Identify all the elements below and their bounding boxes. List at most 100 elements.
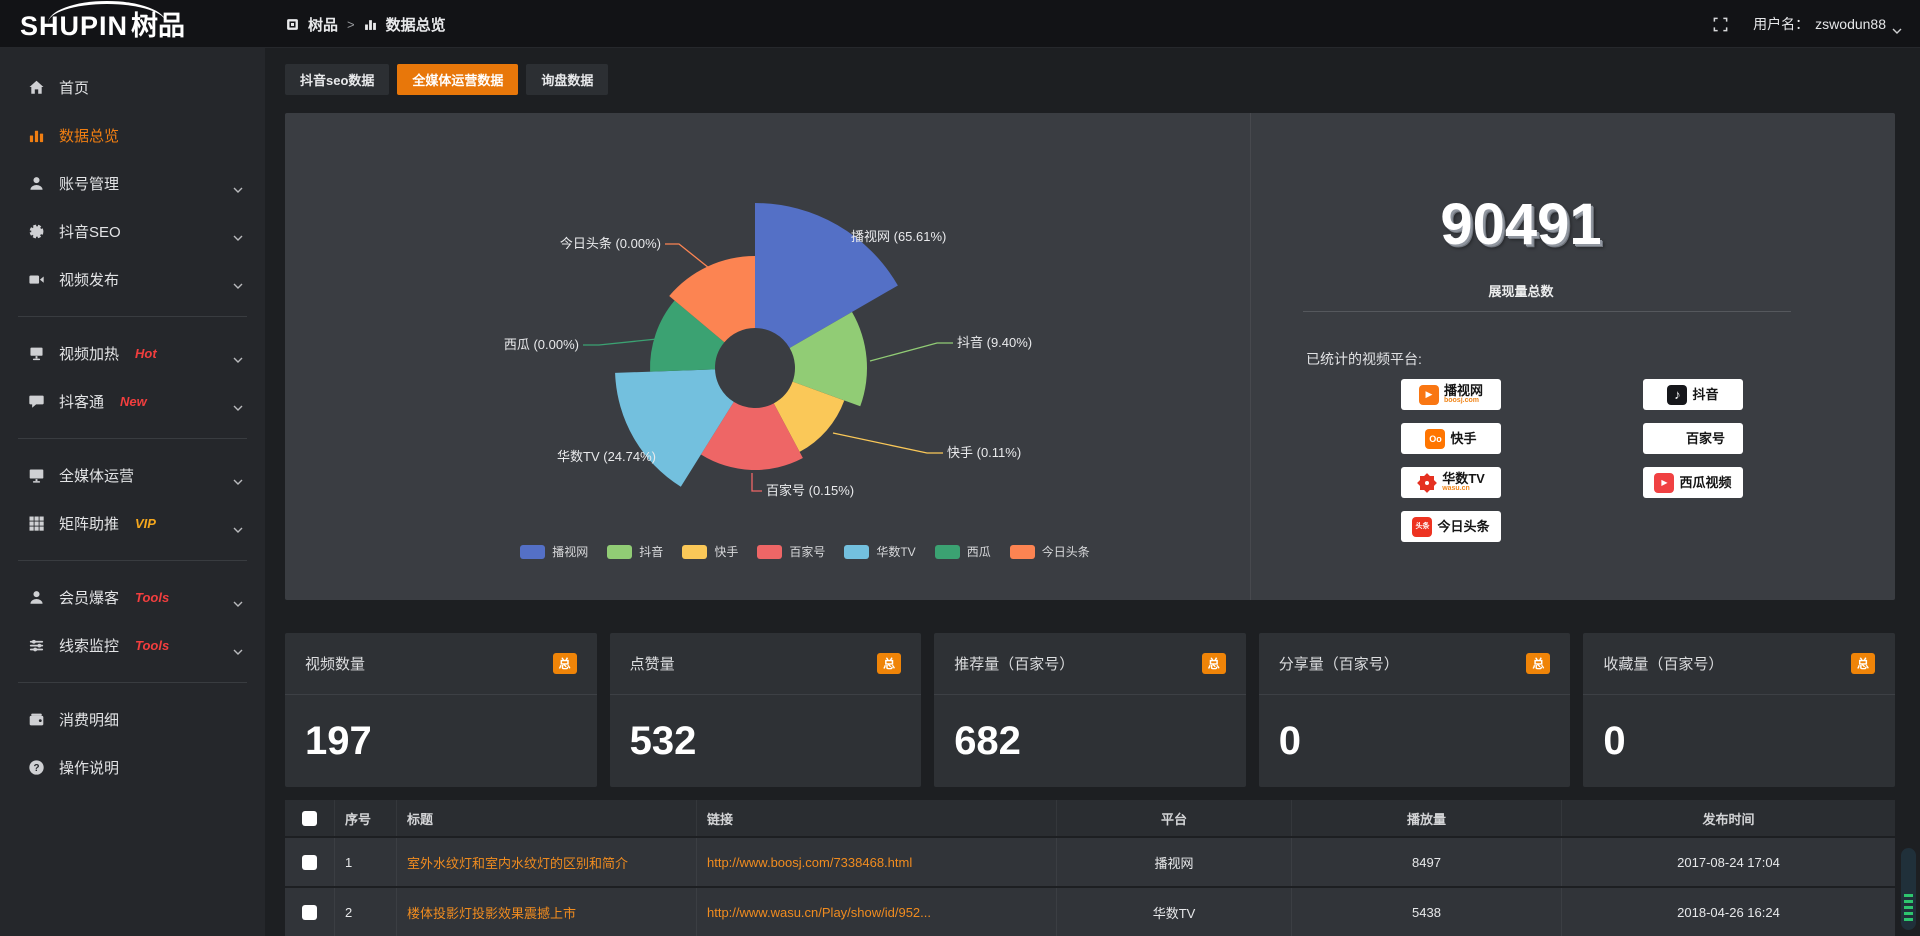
home-icon — [28, 78, 46, 96]
stat-card-视频数量: 视频数量 总 197 — [285, 633, 597, 787]
row-time: 2017-08-24 17:04 — [1677, 854, 1780, 870]
floating-widget[interactable] — [1901, 848, 1916, 930]
videos-table: 序号 标题 链接 平台 播放量 发布时间 1 室外水纹灯和室内水纹灯的区别和简介 http://… — [285, 800, 1895, 936]
xigua-logo-icon: ▶ — [1654, 472, 1675, 493]
legend-item-华数TV[interactable]: 华数TV — [844, 543, 916, 560]
tab-询盘数据[interactable]: 询盘数据 — [526, 64, 609, 95]
svg-text:?: ? — [33, 762, 39, 773]
sidebar-item-抖客通[interactable]: 抖客通 New — [0, 377, 265, 425]
nightingale-pie-chart[interactable]: 播视网 (65.61%) 抖音 (9.40%) 快手 (0.11%) 百家号 (0.1… — [285, 113, 1250, 533]
pie-label-快手: 快手 (0.11%) — [947, 445, 1021, 460]
sidebar-nav: 首页数据总览账号管理抖音SEO 视频发布视频加热 Hot 抖客通 New 全媒体运营 矩阵助… — [0, 48, 265, 936]
legend-chip — [757, 544, 783, 559]
total-badge: 总 — [877, 653, 902, 674]
tab-全媒体运营数据[interactable]: 全媒体运营数据 — [397, 64, 519, 95]
sidebar-divider — [0, 669, 265, 695]
gear-icon — [28, 222, 46, 240]
row-no: 1 — [335, 838, 397, 886]
legend-item-播视网[interactable]: 播视网 — [520, 543, 588, 560]
sidebar-item-全媒体运营[interactable]: 全媒体运营 — [0, 451, 265, 499]
chat-icon — [28, 392, 46, 410]
legend-label: 今日头条 — [1041, 545, 1090, 559]
total-badge: 总 — [552, 653, 577, 674]
pie-slice-西瓜[interactable] — [650, 300, 725, 372]
wallet-icon — [28, 710, 46, 728]
total-badge: 总 — [1850, 653, 1875, 674]
sidebar-item-数据总览[interactable]: 数据总览 — [0, 111, 265, 159]
header-time: 发布时间 — [1702, 811, 1755, 827]
pie-slice-播视网[interactable] — [755, 203, 898, 348]
overview-chart-panel: 播视网 (65.61%) 抖音 (9.40%) 快手 (0.11%) 百家号 (0.1… — [285, 113, 1895, 600]
breadcrumb-item-root[interactable]: 树品 — [308, 16, 339, 34]
row-time: 2018-04-26 16:24 — [1677, 904, 1780, 920]
stat-card-header: 推荐量（百家号） 总 — [934, 633, 1246, 695]
kuaishou-logo-icon: Oo — [1425, 428, 1446, 449]
tab-抖音seo数据[interactable]: 抖音seo数据 — [285, 64, 390, 95]
stat-card-推荐量（百家号）: 推荐量（百家号） 总 682 — [934, 633, 1246, 787]
sidebar-item-label: 数据总览 — [59, 127, 120, 145]
platform-name: 百家号 — [1685, 431, 1725, 446]
sidebar-item-会员爆客[interactable]: 会员爆客 Tools — [0, 573, 265, 621]
pie-slice-华数TV[interactable] — [615, 369, 734, 487]
pie-label-百家号: 百家号 (0.15%) — [766, 483, 854, 498]
stat-card-label: 推荐量（百家号） — [954, 656, 1075, 673]
chevron-down-icon — [233, 350, 243, 363]
pie-label-line — [751, 473, 762, 492]
row-plays: 8497 — [1292, 838, 1562, 886]
row-checkbox[interactable] — [302, 854, 317, 870]
chevron-down-icon — [233, 472, 243, 485]
legend-label: 华数TV — [876, 545, 916, 559]
sidebar-item-label: 抖音SEO — [59, 223, 121, 241]
sidebar-item-矩阵助推[interactable]: 矩阵助推 VIP — [0, 499, 265, 547]
legend-label: 播视网 — [552, 545, 589, 559]
platform-name: 华数TV — [1442, 471, 1485, 486]
sidebar-item-视频发布[interactable]: 视频发布 — [0, 255, 265, 303]
platform-badge-今日头条: 头条 今日头条 — [1401, 511, 1501, 542]
legend-chip — [607, 544, 633, 559]
legend-item-快手[interactable]: 快手 — [682, 543, 738, 560]
pie-slice-抖音[interactable] — [789, 312, 867, 407]
select-all-checkbox[interactable] — [302, 810, 317, 826]
platform-badge-快手: Oo 快手 — [1401, 423, 1501, 454]
sidebar-item-label: 消费明细 — [59, 711, 120, 729]
pie-slice-今日头条[interactable] — [669, 256, 755, 343]
sidebar-item-label: 操作说明 — [59, 759, 120, 777]
monitor-icon — [28, 466, 46, 484]
pie-label-抖音: 抖音 (9.40%) — [957, 335, 1032, 350]
row-title-link[interactable]: 楼体投影灯投影效果震撼上市 — [407, 905, 577, 921]
stat-card-value: 0 — [1603, 719, 1626, 763]
pie-label-line — [583, 338, 658, 346]
legend-item-百家号[interactable]: 百家号 — [757, 543, 825, 560]
pie-chart-area: 播视网 (65.61%) 抖音 (9.40%) 快手 (0.11%) 百家号 (0.1… — [285, 113, 1250, 600]
stat-cards-row: 视频数量总 197 点赞量总 532 推荐量（百家号）总 682 分享量（百家号）总 0 收藏量… — [285, 633, 1895, 787]
row-url-link[interactable]: http://www.wasu.cn/Play/show/id/952... — [707, 904, 931, 920]
user-icon — [28, 174, 46, 192]
sidebar-item-消费明细[interactable]: 消费明细 — [0, 695, 265, 743]
sliders-icon — [28, 636, 46, 654]
legend-item-抖音[interactable]: 抖音 — [607, 543, 663, 560]
legend-item-西瓜[interactable]: 西瓜 — [934, 543, 991, 560]
pie-slice-快手[interactable] — [773, 381, 845, 452]
row-checkbox[interactable] — [302, 904, 317, 920]
sidebar-item-抖音SEO[interactable]: 抖音SEO — [0, 207, 265, 255]
sidebar-item-首页[interactable]: 首页 — [0, 63, 265, 111]
row-url-link[interactable]: http://www.boosj.com/7338468.html — [707, 854, 913, 870]
legend-item-今日头条[interactable]: 今日头条 — [1009, 543, 1090, 560]
sidebar-item-线索监控[interactable]: 线索监控 Tools — [0, 621, 265, 669]
summary-panel: 90491 展现量总数 已统计的视频平台: ▶ 播视网 boosj.com Oo 快手华… — [1250, 113, 1895, 600]
fullscreen-icon[interactable] — [1712, 16, 1729, 33]
row-select-cell — [285, 838, 335, 886]
pie-slice-百家号[interactable] — [700, 401, 803, 470]
sidebar-item-账号管理[interactable]: 账号管理 — [0, 159, 265, 207]
sidebar-item-tag: New — [120, 393, 147, 409]
pie-label-今日头条: 今日头条 (0.00%) — [560, 236, 661, 251]
row-title-link[interactable]: 室外水纹灯和室内水纹灯的区别和简介 — [407, 855, 629, 871]
sidebar-item-操作说明[interactable]: ? 操作说明 — [0, 743, 265, 791]
platform-badge-百家号: 百百家号 — [1643, 423, 1743, 454]
row-select-cell — [285, 888, 335, 936]
total-impressions-value: 90491 — [1440, 192, 1602, 257]
shupin-logo[interactable]: SHUPIN 树品 — [20, 1, 185, 46]
pie-label-line — [869, 342, 953, 362]
username-menu[interactable]: 用户名： zswodun88 — [1753, 14, 1902, 34]
sidebar-item-视频加热[interactable]: 视频加热 Hot — [0, 329, 265, 377]
